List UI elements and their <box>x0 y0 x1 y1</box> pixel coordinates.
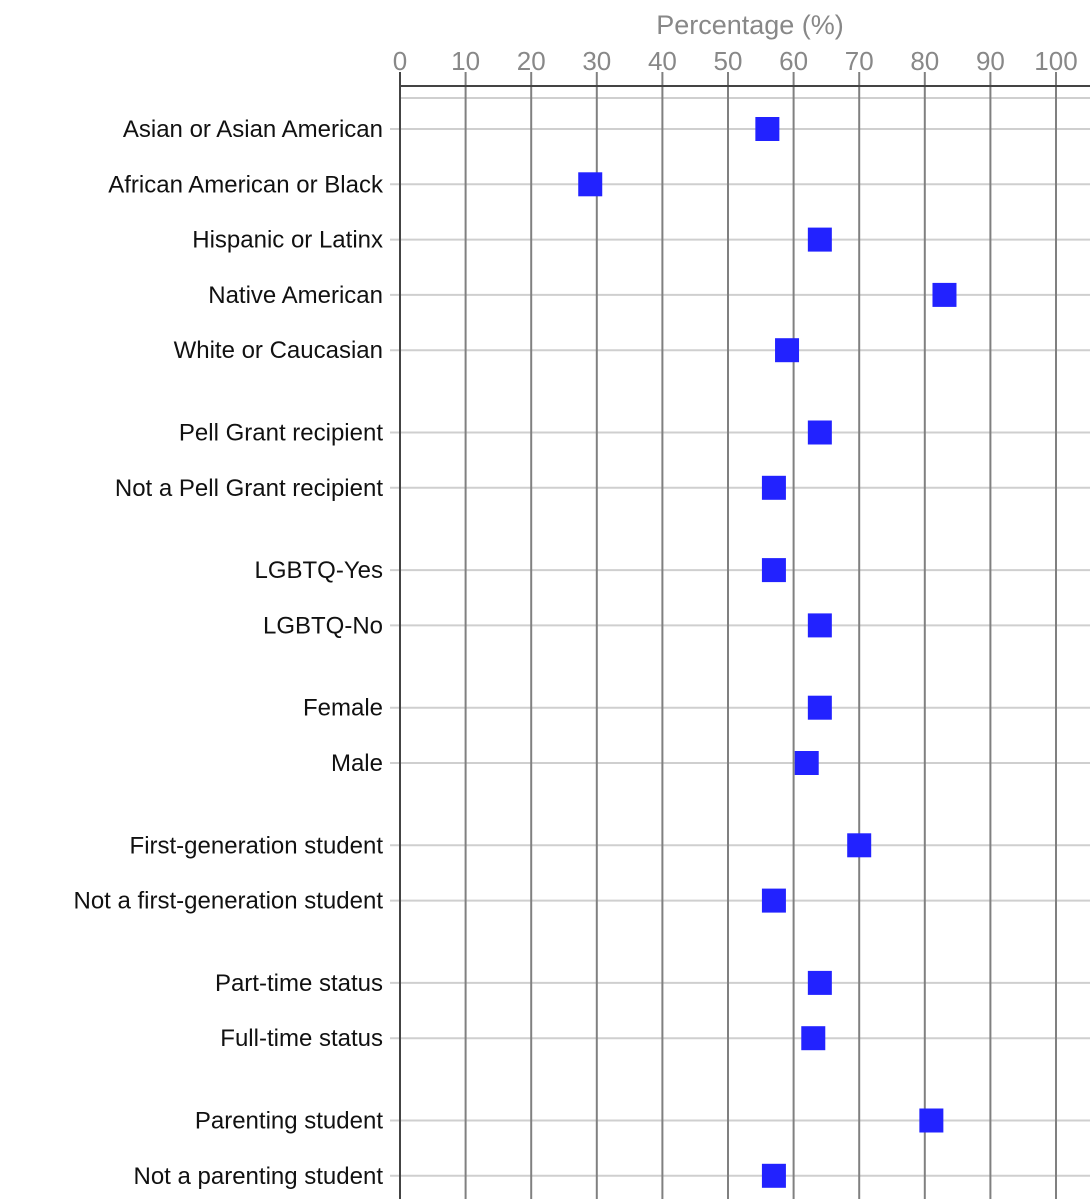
x-tick-label: 60 <box>779 46 808 76</box>
x-tick-label: 70 <box>845 46 874 76</box>
x-tick-label: 40 <box>648 46 677 76</box>
data-point <box>807 970 832 995</box>
vertical-gridlines <box>464 72 1057 1199</box>
category-labels: Asian or Asian American African American … <box>73 116 384 1190</box>
category-label: White or Caucasian <box>174 337 383 364</box>
data-point <box>807 227 832 252</box>
data-point <box>807 613 832 638</box>
data-point <box>761 1163 786 1188</box>
category-label: Male <box>331 750 383 777</box>
category-label: Not a Pell Grant recipient <box>115 475 383 502</box>
category-label: Part-time status <box>215 970 383 997</box>
category-label: Parenting student <box>195 1108 383 1135</box>
data-point <box>794 751 819 775</box>
x-tick-label: 30 <box>582 46 611 76</box>
data-point <box>919 1108 944 1133</box>
data-point <box>578 172 603 197</box>
data-point <box>761 558 786 583</box>
category-label: LGBTQ-Yes <box>255 557 384 584</box>
data-point <box>755 117 780 141</box>
data-point <box>761 475 786 500</box>
data-point <box>761 888 786 913</box>
category-label: First-generation student <box>130 832 384 859</box>
x-tick-label: 90 <box>976 46 1005 76</box>
category-label: LGBTQ-No <box>263 612 383 639</box>
data-point <box>847 833 872 858</box>
data-point <box>807 695 832 720</box>
x-tick-label: 100 <box>1034 46 1077 76</box>
x-tick-label: 80 <box>910 46 939 76</box>
category-label: Hispanic or Latinx <box>192 227 383 254</box>
x-tick-label: 10 <box>451 46 480 76</box>
data-point <box>775 338 800 363</box>
data-point <box>801 1026 826 1051</box>
x-tick-labels: 0 10 20 30 40 50 60 70 80 90 100 <box>393 46 1078 76</box>
horizontal-gridlines <box>390 97 1090 1177</box>
category-label: Not a parenting student <box>133 1163 383 1190</box>
category-label: Not a first-generation student <box>73 888 383 915</box>
category-label: Full-time status <box>220 1025 383 1052</box>
data-markers <box>578 117 957 1188</box>
x-tick-label: 0 <box>393 46 407 76</box>
x-tick-label: 50 <box>714 46 743 76</box>
data-point <box>932 282 957 307</box>
category-label: African American or Black <box>108 171 384 198</box>
category-label: Pell Grant recipient <box>179 420 383 447</box>
data-point <box>807 420 832 445</box>
category-label: Native American <box>208 282 383 309</box>
category-label: Female <box>303 695 383 722</box>
category-label: Asian or Asian American <box>123 116 383 143</box>
x-tick-label: 20 <box>517 46 546 76</box>
x-axis-title: Percentage (%) <box>656 10 844 40</box>
